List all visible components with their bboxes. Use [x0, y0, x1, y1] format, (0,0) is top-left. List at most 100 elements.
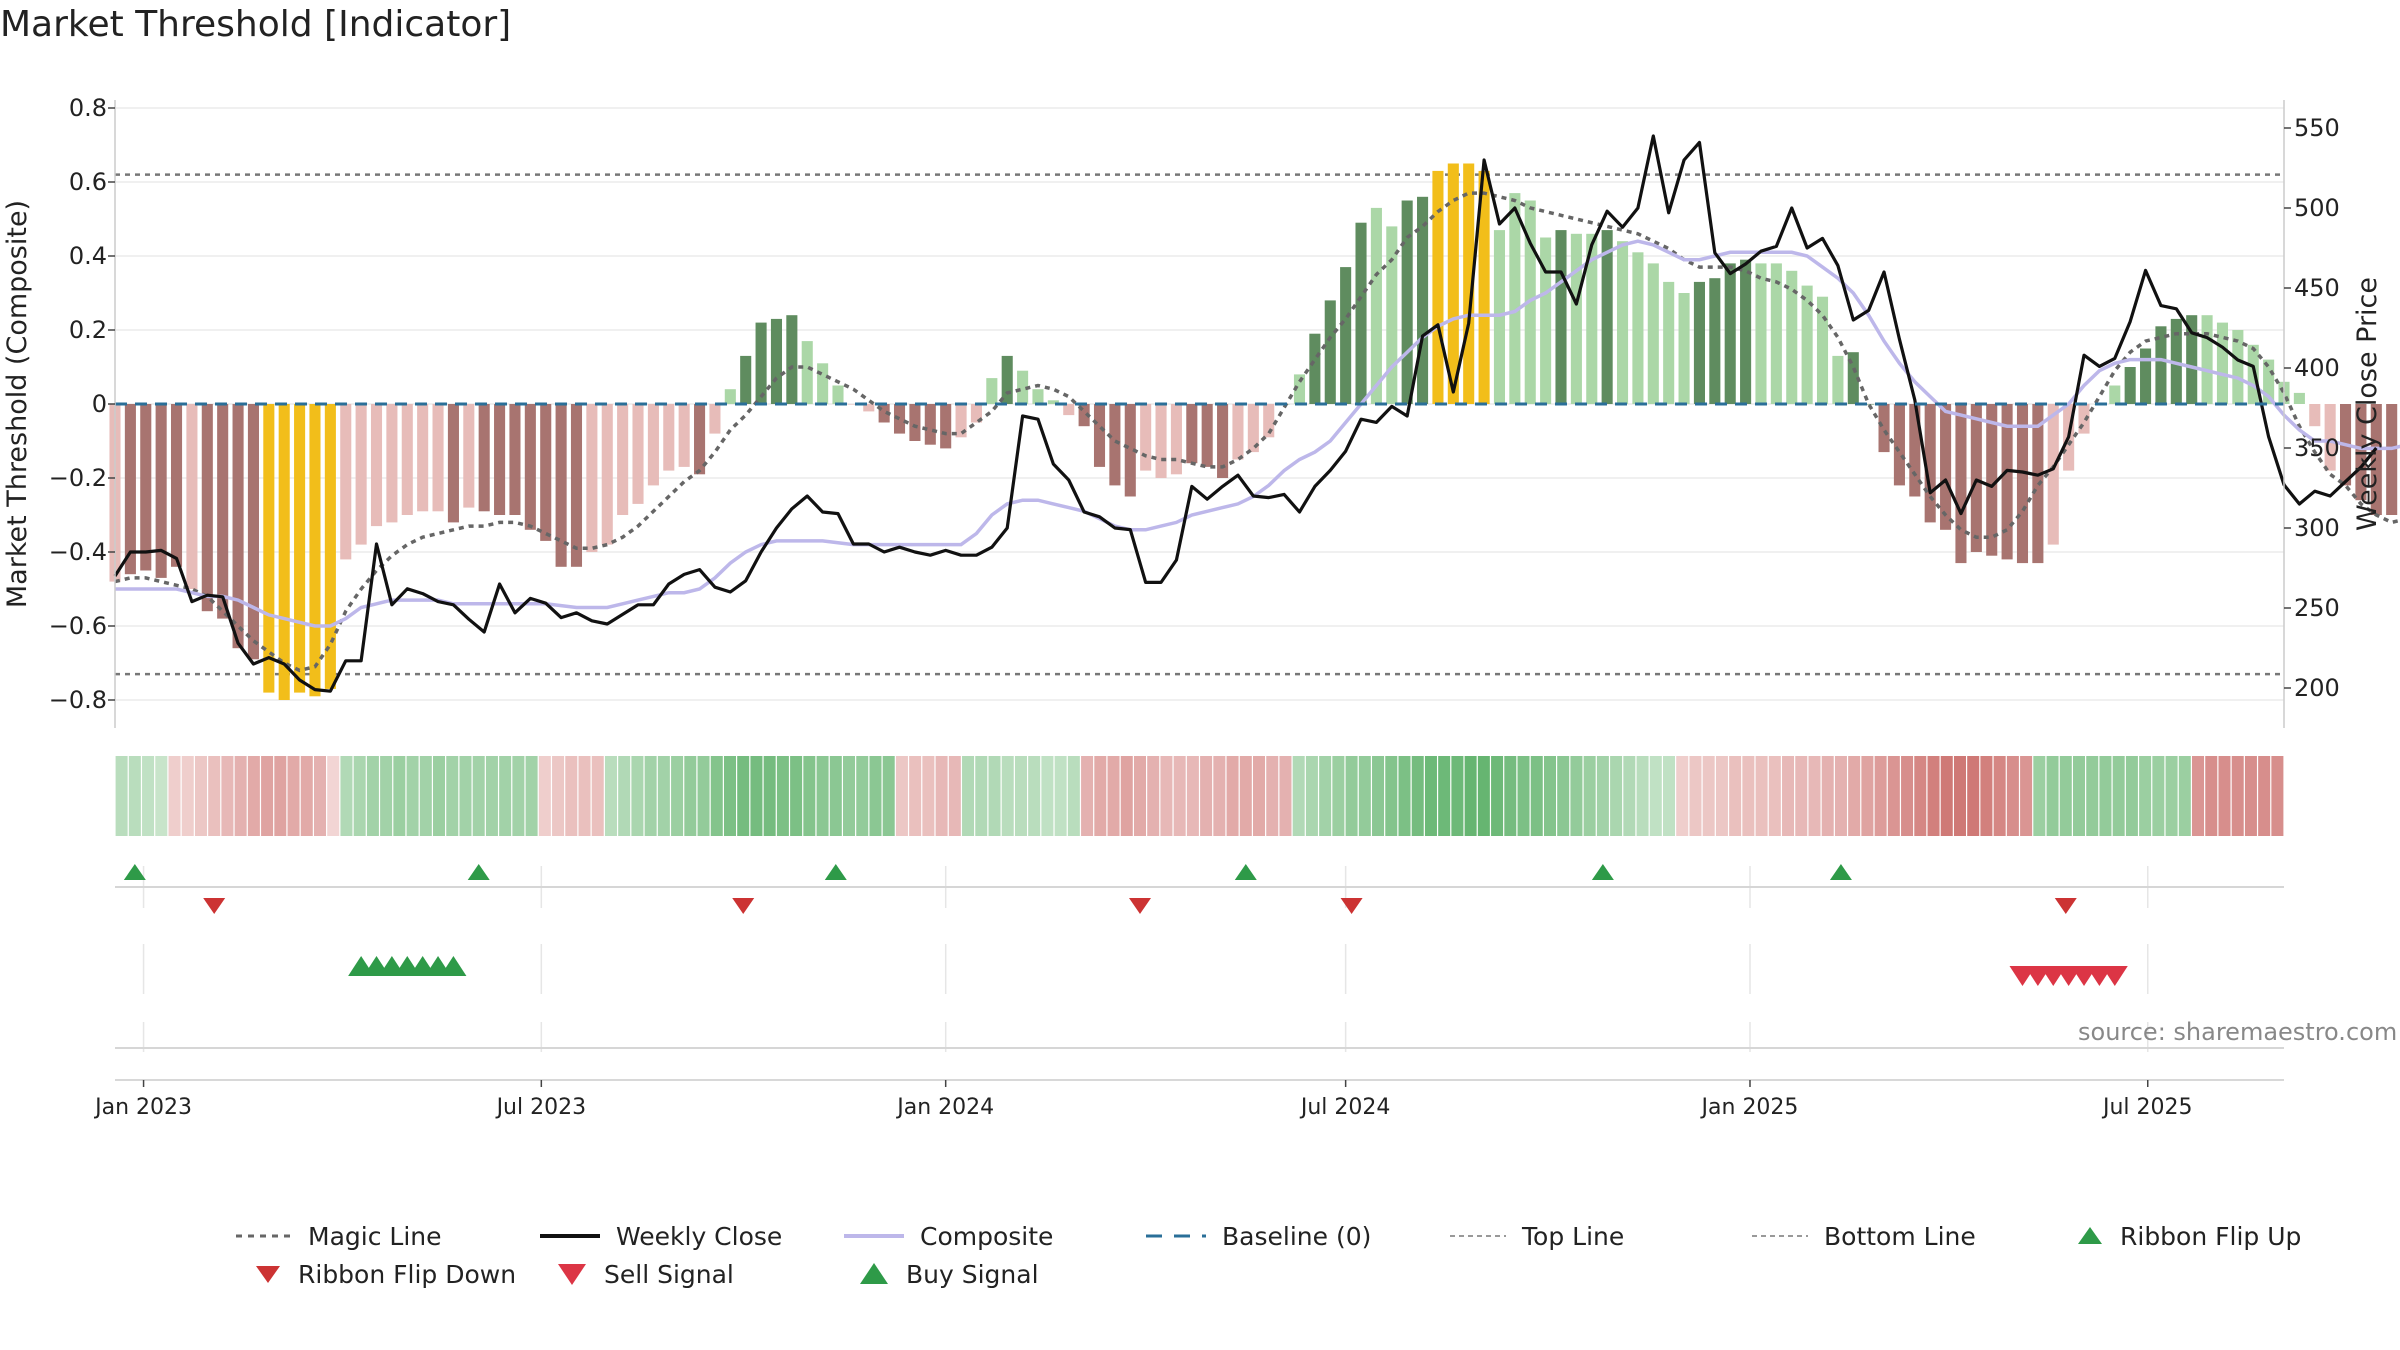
composite-bar — [2047, 404, 2059, 545]
ribbon-segment — [406, 756, 419, 836]
ribbon-segment — [882, 756, 895, 836]
composite-bar — [1263, 404, 1275, 438]
composite-bar — [878, 404, 890, 423]
composite-bar — [324, 404, 336, 689]
composite-bar — [1986, 404, 1998, 556]
ribbon-segment — [234, 756, 247, 836]
ribbon-segment — [1279, 756, 1292, 836]
composite-bar — [509, 404, 521, 515]
ribbon-segment — [604, 756, 617, 836]
composite-bar — [1540, 237, 1552, 404]
composite-bar — [309, 404, 321, 697]
ribbon-segment — [710, 756, 723, 836]
ribbon-segment — [1239, 756, 1252, 836]
composite-bar — [2355, 404, 2367, 501]
y2-tick-label: 200 — [2294, 674, 2340, 702]
composite-bar — [1232, 404, 1244, 460]
ribbon-segment — [2112, 756, 2125, 836]
ribbon-segment — [1292, 756, 1305, 836]
ribbon-segment — [1424, 756, 1437, 836]
composite-bar — [1032, 389, 1044, 404]
ribbon-segment — [512, 756, 525, 836]
composite-bar — [2370, 404, 2382, 515]
composite-bar — [1047, 400, 1059, 404]
composite-bar — [1509, 193, 1521, 404]
ribbon-segment — [723, 756, 737, 836]
composite-bar — [2186, 315, 2198, 404]
composite-bar — [1893, 404, 1905, 486]
ribbon-segment — [684, 756, 697, 836]
x-tick-label: Jul 2025 — [2101, 1095, 2193, 1120]
ribbon-segment — [313, 756, 327, 836]
ribbon-flip-down-marker — [2054, 898, 2077, 914]
composite-bar — [401, 404, 413, 515]
ribbon-segment — [1504, 756, 1517, 836]
composite-bar — [617, 404, 629, 515]
ribbon-segment — [552, 756, 565, 836]
ribbon-segment — [1808, 756, 1821, 836]
left-axis: 0.8 0.6 0.4 0.2 0 −0.2 −0.4 −0.6 −0.8 — [49, 94, 116, 728]
ribbon-segment — [618, 756, 631, 836]
composite-bar — [924, 404, 936, 445]
ribbon-segment — [1861, 756, 1874, 836]
y2-tick-label: 450 — [2294, 274, 2340, 302]
composite-bar — [1955, 404, 1967, 564]
ribbon-segment — [962, 756, 975, 836]
magic-line — [114, 191, 2400, 673]
composite-bar — [201, 404, 213, 612]
ribbon-segment — [1067, 756, 1080, 836]
composite-bars — [109, 163, 2398, 700]
composite-bar — [1555, 230, 1567, 404]
composite-bar — [770, 318, 783, 404]
signal-panels — [115, 864, 2284, 1049]
composite-bar — [1201, 404, 1213, 467]
ribbon-segment — [1266, 756, 1279, 836]
composite-bar — [601, 404, 613, 545]
composite-bar — [1632, 252, 1644, 404]
composite-bar — [2001, 404, 2013, 560]
composite-bar — [355, 404, 367, 545]
ribbon-segment — [1305, 756, 1318, 836]
ribbon-segment — [300, 756, 313, 836]
ribbon-segment — [631, 756, 644, 836]
ribbon-segment — [895, 756, 908, 836]
composite-bar — [1570, 233, 1582, 404]
composite-bar — [1663, 281, 1675, 404]
ribbon-segment — [1715, 756, 1728, 836]
composite-bar — [1924, 404, 1936, 523]
ribbon-segment — [1702, 756, 1715, 836]
ribbon-segment — [261, 756, 274, 836]
ribbon-segment — [1543, 756, 1556, 836]
composite-bar — [2155, 326, 2167, 404]
composite-bar — [1124, 404, 1136, 497]
y-tick-label: −0.6 — [49, 612, 107, 640]
composite-bar — [832, 385, 844, 404]
ribbon-segment — [2165, 756, 2178, 836]
composite-bar — [540, 404, 552, 541]
ribbon-segment — [2244, 756, 2257, 836]
composite-bar — [432, 404, 444, 512]
composite-bar — [217, 404, 229, 619]
composite-bar — [2232, 330, 2244, 404]
ribbon-segment — [1927, 756, 1940, 836]
composite-bar — [2124, 367, 2136, 404]
ribbon-segment — [2218, 756, 2231, 836]
ribbon-segment — [1848, 756, 1861, 836]
ribbon-segment — [1557, 756, 1570, 836]
composite-bar — [678, 404, 690, 467]
composite-bar — [140, 404, 152, 571]
ribbon-segment — [485, 756, 498, 836]
composite-bar — [170, 404, 183, 567]
ribbon-segment — [1094, 756, 1107, 836]
ribbon-segment — [247, 756, 260, 836]
composite-bar — [294, 404, 306, 693]
ribbon-flip-up-marker — [1234, 864, 1257, 880]
ribbon-segment — [1663, 756, 1676, 836]
composite-bar — [447, 404, 459, 523]
composite-bar — [1324, 300, 1336, 404]
composite-bar — [2293, 392, 2305, 404]
y-tick-label: 0.4 — [69, 242, 107, 270]
composite-bar — [647, 404, 659, 486]
composite-bar — [2309, 404, 2321, 427]
